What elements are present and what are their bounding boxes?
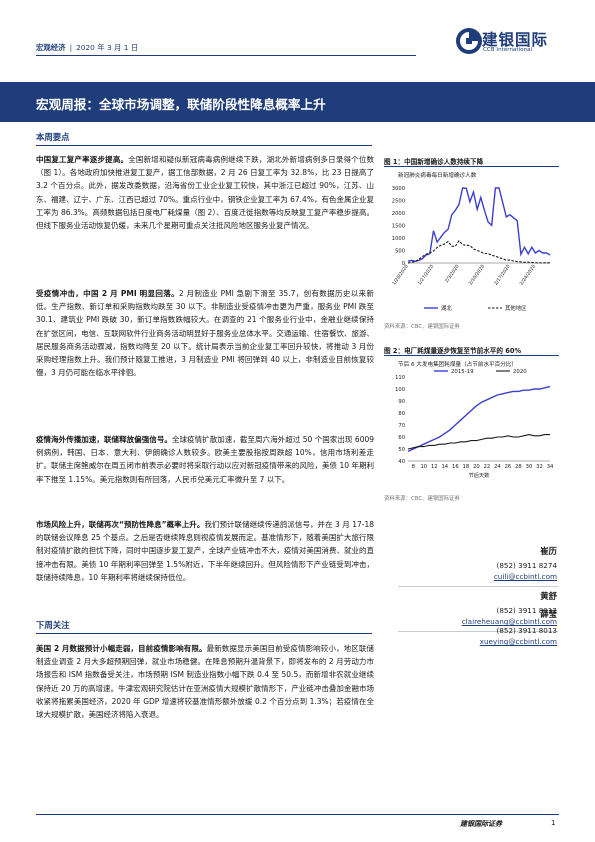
- y-tick-label: 80: [398, 411, 405, 417]
- section-rule: [36, 633, 372, 634]
- x-tick-label: 24: [494, 464, 501, 470]
- x-tick-label: 32: [536, 464, 543, 470]
- x-tick-label: 1/27/2020: [417, 264, 435, 287]
- x-tick-label: 34: [547, 464, 554, 470]
- x-tick-label: 28: [515, 464, 522, 470]
- y-tick-label: 3000: [392, 186, 405, 192]
- y-tick-label: 0: [402, 261, 405, 267]
- logo-text-cn: 建银国际: [482, 31, 549, 49]
- paragraph-lead: 美国 2 月数据预计小幅走弱，目前疫情影响有限。: [36, 644, 207, 653]
- analyst-phone: (852) 3911 8012: [496, 606, 557, 615]
- y-tick-label: 1500: [392, 224, 405, 230]
- paragraph-body: 最新数据显示美国目前受疫情影响较小，地区联储制造业调查 2 月大多超预期回弹，就…: [36, 644, 374, 720]
- section-heading-summary: 本周要点: [36, 132, 70, 142]
- paragraph-us-data: 美国 2 月数据预计小幅走弱，目前疫情影响有限。最新数据显示美国目前受疫情影响较…: [36, 642, 374, 721]
- report-category-and-date: 宏观经济 | 2020 年 3 月 1 日: [36, 42, 138, 53]
- y-tick-label: 60: [398, 435, 405, 441]
- x-tick-label: 12: [431, 464, 438, 470]
- x-tick-label: 2/17/2020: [493, 264, 511, 287]
- paragraph-global-outbreak: 疫情海外传播加速，联储释放偏强信号。全球疫情扩散加速，截至周六海外超过 50 个…: [36, 433, 374, 486]
- paragraph-body: 2 月制造业 PMI 急剧下滑至 35.7，创有数据历史以来新低。生产指数、新订…: [36, 289, 374, 378]
- x-tick-label: 26: [505, 464, 512, 470]
- y-tick-label: 2500: [392, 199, 405, 205]
- section-heading-next-week: 下周关注: [36, 620, 70, 630]
- analyst-email-link[interactable]: claireheuang@ccbintl.com: [461, 617, 557, 626]
- paragraph-body: 全国新增和疑似新冠病毒病例继续下跌，湖北外新增病例多日录得个位数（图 1）。各地…: [36, 155, 374, 231]
- paragraph-lead: 疫情海外传播加速，联储释放偏强信号。: [36, 435, 172, 444]
- analyst-email-link[interactable]: xueying@ccbintl.com: [479, 637, 557, 646]
- analyst-name: 崔历: [540, 546, 557, 556]
- analyst-divider: [398, 586, 558, 587]
- title-banner: [0, 82, 595, 122]
- chart-title: 节后 6 大发电集团耗煤量（占节前水平百分比）: [398, 360, 517, 368]
- paragraph-fed-cut: 市场风险上升，联储再次“预防性降息”概率上升。我们预计联储继续传递鸽派信号，并在…: [36, 518, 374, 584]
- header-rule: [36, 55, 416, 56]
- analyst-name: 薛莹: [540, 609, 557, 619]
- legend-label: 2020: [513, 369, 527, 375]
- y-tick-label: 1000: [392, 236, 405, 242]
- paragraph-body: 我们预计联储继续传递鸽派信号，并在 3 月 17-18 的联储会议降息 25 个…: [36, 520, 375, 582]
- report-title-text: 全球市场调整，联储阶段性降息概率上升: [98, 97, 326, 112]
- footer-brand: 建银国际证券: [460, 820, 502, 828]
- x-tick-label: 2/24/2020: [519, 264, 537, 287]
- paragraph-lead: 受疫情冲击，中国 2 月 PMI 明显回落。: [36, 289, 179, 298]
- y-tick-label: 70: [398, 423, 405, 429]
- series-line: [407, 187, 551, 263]
- report-date: 2020 年 3 月 1 日: [76, 43, 139, 52]
- paragraph-china-pmi: 受疫情冲击，中国 2 月 PMI 明显回落。2 月制造业 PMI 急剧下滑至 3…: [36, 287, 374, 379]
- y-tick-label: 500: [395, 249, 405, 255]
- analyst-phone: (852) 3911 8013: [496, 626, 557, 635]
- y-tick-label: 50: [398, 447, 405, 453]
- y-tick-label: 90: [398, 399, 405, 405]
- x-tick-label: 30: [526, 464, 533, 470]
- legend-label: 2015-19: [451, 369, 474, 375]
- x-tick-label: 8: [412, 464, 415, 470]
- x-tick-label: 10: [420, 464, 427, 470]
- x-tick-label: 18: [463, 464, 470, 470]
- series-line: [407, 239, 550, 264]
- legend-label: 其他地区: [505, 304, 527, 312]
- x-tick-label: 2/10/2020: [468, 264, 486, 287]
- x-tick-label: 22: [484, 464, 491, 470]
- ccb-logo-icon: [456, 28, 482, 54]
- chart-title: 新冠肺炎病毒每日新增确诊人数: [398, 171, 477, 179]
- figure-rule: [384, 166, 559, 167]
- section-rule: [36, 145, 372, 146]
- y-tick-label: 110: [395, 375, 405, 381]
- y-tick-label: 2000: [392, 211, 405, 217]
- page-number: 1: [551, 819, 556, 827]
- figure-1-caption: 图 1：中国新增确诊人数持续下降: [384, 158, 484, 166]
- figure-rule: [384, 355, 559, 356]
- x-tick-label: 14: [442, 464, 449, 470]
- figure-2-caption: 图 2：电厂耗煤量逐步恢复至节前水平的 60%: [384, 347, 522, 355]
- report-title-prefix: 宏观周报：: [36, 97, 99, 112]
- analyst-email-link[interactable]: cuili@ccbintl.com: [493, 572, 557, 581]
- report-category: 宏观经济: [36, 43, 66, 52]
- report-title: 宏观周报：全球市场调整，联储阶段性降息概率上升: [36, 94, 326, 113]
- series-line: [407, 434, 550, 450]
- analyst-divider: [398, 631, 558, 632]
- chart-coal-consumption: 节后 6 大发电集团耗煤量（占节前水平百分比） 40 50 60 70 80 90 100 11…: [395, 360, 554, 479]
- x-tick-label: 2/3/2020: [444, 264, 461, 284]
- figure-1-source: 资料来源：CBC、建银国际证券: [384, 324, 460, 330]
- paragraph-body: 全球疫情扩散加速，截至周六海外超过 50 个国家出现 6009 例病例，韩国、日…: [36, 435, 375, 484]
- paragraph-lead: 市场风险上升，联储再次“预防性降息”概率上升。: [36, 520, 205, 529]
- x-tick-label: 20: [473, 464, 480, 470]
- analyst-name: 黄舒: [540, 591, 557, 601]
- paragraph-china-reopening: 中国复工复产率逐步提高。全国新增和疑似新冠病毒病例继续下跌，湖北外新增病例多日录…: [36, 153, 374, 232]
- header-separator: |: [69, 43, 73, 52]
- y-tick-label: 40: [398, 459, 405, 465]
- x-tick-label: 1/20/2020: [391, 264, 409, 287]
- x-tick-label: 16: [452, 464, 459, 470]
- y-tick-label: 100: [395, 387, 405, 393]
- series-line: [407, 385, 551, 453]
- chart-daily-new-cases: 新冠肺炎病毒每日新增确诊人数 0 500 1000 1500 2000 2500 3000 1/…: [391, 171, 551, 312]
- x-axis-label: 节后天数: [469, 471, 491, 479]
- footer-rule: [36, 814, 559, 815]
- paragraph-lead: 中国复工复产率逐步提高。: [36, 155, 129, 164]
- legend-label: 湖北: [441, 304, 452, 312]
- analyst-phone: (852) 3911 8274: [496, 561, 557, 570]
- figure-2-source: 资料来源：CBC、建银国际证券: [384, 496, 460, 502]
- logo-text-en: CCB International: [483, 47, 533, 53]
